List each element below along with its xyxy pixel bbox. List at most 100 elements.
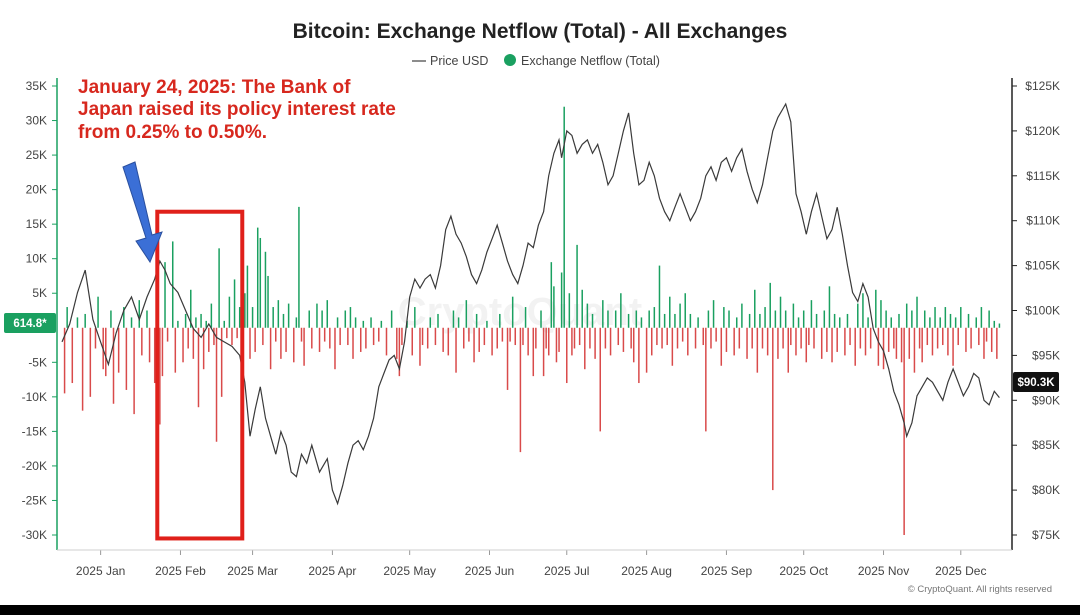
netflow-bar-inflow [576,244,578,328]
netflow-bar-inflow [635,310,638,328]
netflow-bar-inflow [563,106,565,328]
netflow-bar-outflow [535,327,537,349]
netflow-bar-outflow [795,327,797,356]
netflow-bar-inflow [679,303,681,328]
netflow-bar-outflow [311,327,313,349]
netflow-bar-inflow [905,303,908,328]
netflow-bar-outflow [936,327,939,349]
netflow-bar-outflow [215,327,218,442]
netflow-bar-inflow [380,320,383,328]
netflow-bar-inflow [929,317,931,328]
netflow-bar-outflow [269,327,272,370]
netflow-bar-inflow [591,313,594,328]
current-price-value: $90.3K [1017,377,1055,389]
netflow-bar-outflow [887,327,890,352]
x-tick-label: 2025 Nov [858,564,909,578]
netflow-bar-inflow [233,279,236,328]
netflow-bar-outflow [694,327,697,349]
netflow-bar-inflow [663,313,666,328]
netflow-bar-inflow [228,296,231,328]
netflow-bar-inflow [890,317,893,328]
netflow-bar-outflow [426,327,429,349]
legend-netflow-dot [504,54,516,66]
netflow-bar-inflow [370,317,372,328]
netflow-bar-inflow [759,313,761,328]
netflow-bar-inflow [550,262,553,328]
netflow-bar-outflow [710,327,712,349]
netflow-bar-inflow [66,307,68,328]
annotation-box [155,209,245,541]
netflow-bar-outflow [632,327,635,363]
netflow-bar-outflow [501,327,504,342]
netflow-bar-inflow [223,320,225,328]
netflow-bar-inflow [923,310,926,328]
netflow-bar-outflow [434,327,437,346]
netflow-bar-inflow [246,265,249,328]
netflow-bar-outflow [761,327,764,349]
netflow-bar-outflow [249,327,251,359]
netflow-bar-outflow [651,327,653,356]
netflow-bar-inflow [689,313,692,328]
x-tick-label: 2025 Sep [701,564,753,578]
netflow-bar-outflow [720,327,723,366]
netflow-bar-outflow [918,327,921,349]
netflow-bar-outflow [566,327,568,384]
right-tick-label: $125K [1025,79,1060,93]
netflow-bar-inflow [857,303,859,328]
netflow-bar-outflow [514,327,517,346]
netflow-bar-inflow [110,310,112,328]
x-tick-label: 2025 Feb [155,564,206,578]
netflow-bar-inflow [674,313,676,328]
netflow-bar-outflow [599,327,601,432]
netflow-bar-outflow [864,327,867,356]
netflow-bar-outflow [293,327,295,363]
netflow-bar-outflow [323,327,326,342]
netflow-bar-outflow [996,327,998,359]
netflow-bar-outflow [942,327,944,346]
netflow-bar-inflow [184,313,187,328]
netflow-bar-inflow [200,313,202,328]
netflow-bar-outflow [117,327,120,373]
netflow-bar-inflow [620,293,622,328]
netflow-bar-outflow [159,327,161,425]
netflow-bar-outflow [844,327,846,356]
netflow-bar-outflow [112,327,115,404]
right-tick-label: $90K [1032,393,1060,407]
netflow-bar-outflow [63,327,66,394]
current-price-badge-bg [1013,372,1059,392]
netflow-bar-outflow [89,327,92,397]
netflow-bar-outflow [447,327,450,356]
netflow-bar-inflow [944,307,947,328]
netflow-bar-outflow [141,327,143,356]
netflow-bar-inflow [264,251,267,328]
netflow-bar-outflow [542,327,545,377]
netflow-bar-inflow [640,317,643,328]
netflow-bar-inflow [697,317,699,328]
netflow-bar-inflow [282,313,285,328]
netflow-bar-inflow [138,300,141,328]
netflow-bar-inflow [316,303,318,328]
current-netflow-badge-bg [4,313,56,333]
left-tick-label: 15K [26,217,47,231]
netflow-bar-outflow [990,327,993,352]
netflow-bar-outflow [359,327,362,352]
netflow-bar-outflow [790,327,792,346]
netflow-bar-inflow [486,320,488,328]
x-tick-label: 2025 Dec [935,564,986,578]
netflow-bar-inflow [810,300,813,328]
netflow-bar-outflow [125,327,128,390]
netflow-bar-inflow [287,303,290,328]
netflow-bar-inflow [272,307,274,328]
netflow-bar-inflow [833,313,836,328]
netflow-bar-inflow [84,313,86,328]
left-tick-label: -25K [22,493,47,507]
netflow-bar-outflow [705,327,707,432]
annotation-line-1: January 24, 2025: The Bank of [78,77,351,98]
netflow-bar-outflow [854,327,856,366]
netflow-bar-outflow [766,327,769,356]
netflow-bar-outflow [105,327,107,377]
netflow-bar-inflow [524,307,527,328]
netflow-bar-outflow [808,327,810,346]
netflow-bar-outflow [174,327,177,373]
